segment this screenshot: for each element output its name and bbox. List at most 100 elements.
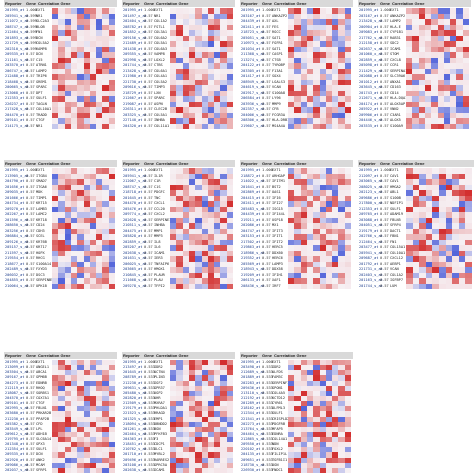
table-row[interactable]: 202766_s_at 0.57 FBN1 — [358, 234, 474, 240]
reporter-id[interactable]: 202123_s_at — [359, 190, 383, 194]
table-row[interactable]: 203167_at 0.57 ANKAZP2 — [240, 14, 353, 20]
reporter-id[interactable]: 209906_at — [359, 112, 379, 117]
table-row[interactable]: 213274_s_at 0.57 CTSB — [240, 58, 353, 64]
reporter-id[interactable]: 219554_at — [5, 256, 25, 260]
reporter-id[interactable]: 201852_x_at — [123, 30, 147, 34]
table-row[interactable]: 205941_s_at 0.599 NR1 — [4, 14, 117, 20]
table-row[interactable]: 204320_at 0.57 COL11A1 — [122, 124, 235, 130]
table-row[interactable]: 210511_s_at 0.57 INHBA — [122, 223, 235, 229]
reporter-id[interactable]: 205483_s_at — [241, 206, 265, 211]
reporter-id[interactable]: 200665_s_at — [5, 85, 29, 89]
reporter-id[interactable]: 211161_s_at — [5, 57, 29, 62]
table-row[interactable]: 203153_at 0.57 IFIT1 — [240, 234, 353, 240]
reporter-id[interactable]: 204790_at — [5, 179, 25, 183]
reporter-id[interactable]: 217428_s_at — [5, 107, 29, 111]
table-row[interactable]: 219211_at 0.57 USP18 — [240, 218, 353, 224]
table-row[interactable]: 209687_at 0.57 CXCL12 — [358, 256, 474, 262]
table-row[interactable]: 209126_x_at 0.57 KRT6B — [4, 240, 117, 246]
reporter-id[interactable]: 208436_s_at — [241, 283, 265, 288]
reporter-id[interactable]: 208747_x_at — [5, 24, 29, 29]
reporter-id[interactable]: 201995_at — [241, 168, 261, 172]
reporter-id[interactable]: 201645_at — [123, 195, 143, 200]
table-row[interactable]: 209906_at 0.57 C3AR1 — [358, 113, 471, 119]
table-row[interactable]: 202403_s_at 0.57 COL1A2 — [358, 273, 474, 279]
table-row[interactable]: 212489_at 0.57 COL5A1 — [122, 41, 235, 47]
reporter-id[interactable]: 202859_x_at — [359, 57, 383, 62]
reporter-id[interactable]: 202404_s_at — [123, 19, 147, 23]
table-row[interactable]: 206747_x_at 0.57 LAMP2 — [4, 69, 117, 75]
table-row[interactable]: 202628_s_at 0.57 SERPINE1 — [122, 218, 235, 224]
table-row[interactable]: 218468_s_at 0.57 GREM1 — [4, 80, 117, 86]
table-row[interactable]: 205941_s_at 0.57 IL1R — [122, 174, 235, 180]
table-row[interactable]: 217800_s_at 0.57 NDFIP1 — [358, 201, 474, 207]
reporter-id[interactable]: 205157_s_at — [5, 245, 29, 249]
reporter-id[interactable]: 209083_at — [359, 30, 379, 34]
table-row[interactable]: 212667_at 0.57 SPARC — [122, 96, 235, 102]
reporter-id[interactable]: 212667_at — [123, 96, 143, 100]
table-row[interactable]: 212158_at 0.57 SDC2 — [358, 41, 471, 47]
table-row[interactable]: 209355_s_at 0.57 VAMP8 — [122, 52, 235, 58]
reporter-id[interactable]: 208306_x_at — [241, 118, 265, 122]
reporter-id[interactable]: 203167_at — [241, 13, 261, 18]
table-row[interactable]: 201641_at 0.57 BST2 — [240, 185, 353, 191]
reporter-id[interactable]: 204006_s_at — [241, 112, 265, 117]
reporter-id[interactable]: 203256_at — [5, 228, 25, 233]
reporter-id[interactable]: 204747_at — [241, 228, 261, 233]
table-row[interactable]: 201893_x_at 0.599 DCN — [4, 36, 117, 42]
reporter-id[interactable]: 201893_x_at — [5, 35, 29, 40]
reporter-id[interactable]: 219863_at — [241, 245, 261, 249]
reporter-id[interactable]: 204122_at — [241, 63, 261, 67]
table-row[interactable]: 201995_at 1.000 EXT1 — [358, 168, 474, 174]
table-row[interactable]: 202123_s_at 0.57 ABL1 — [358, 190, 474, 196]
reporter-id[interactable]: 201641_at — [241, 184, 261, 189]
reporter-id[interactable]: 212464_s_at — [5, 30, 29, 34]
reporter-id[interactable]: 210845_s_at — [123, 272, 147, 277]
table-row[interactable]: 204122_at 0.57 TYROBP — [240, 63, 353, 69]
table-row[interactable]: 206133_at 0.57 XAF1 — [240, 278, 353, 284]
reporter-id[interactable]: 203570_at — [5, 63, 25, 67]
table-row[interactable]: 202859_x_at 0.57 IL8 — [122, 240, 235, 246]
table-row[interactable]: 202998_s_at 0.57 LOXL2 — [122, 58, 235, 64]
table-row[interactable]: 202411_at 0.57 IFI27 — [240, 201, 353, 207]
reporter-id[interactable]: 201995_at — [123, 8, 143, 12]
reporter-id[interactable]: 201438_at — [123, 46, 143, 51]
reporter-id[interactable]: 201666_at — [5, 195, 25, 200]
reporter-id[interactable]: 202403_s_at — [359, 272, 383, 277]
reporter-id[interactable]: 205476_at — [123, 206, 143, 211]
table-row[interactable]: 205207_at 0.57 IL6 — [122, 245, 235, 251]
reporter-id[interactable]: 202766_s_at — [359, 234, 383, 238]
reporter-id[interactable]: 213905_x_at — [5, 173, 29, 178]
table-row[interactable]: 212097_at 0.57 CAV1 — [358, 174, 474, 180]
table-row[interactable]: 206025_s_at 0.57 TNFAIP6 — [122, 262, 235, 268]
reporter-id[interactable]: 213274_s_at — [241, 57, 265, 62]
table-row[interactable]: 208747_x_at 0.599 BLOB — [4, 25, 117, 31]
table-row[interactable]: 219179_at 0.57 DACT1 — [358, 229, 474, 235]
reporter-id[interactable]: 201631_s_at — [123, 256, 147, 260]
table-row[interactable]: 201995_at 1.000 EXT1 — [358, 8, 471, 14]
reporter-id[interactable]: 205828_at — [123, 234, 143, 238]
reporter-id[interactable]: 211429_s_at — [359, 68, 383, 73]
reporter-id[interactable]: 221729_s_at — [5, 41, 29, 45]
table-row[interactable]: 217502_at 0.57 IFIT2 — [240, 240, 353, 246]
table-row[interactable]: 208782_at 0.57 FSTL1 — [122, 25, 235, 31]
reporter-id[interactable]: 218872_at — [241, 173, 261, 178]
reporter-id[interactable]: 202267_at — [5, 212, 25, 216]
table-row[interactable]: 227140_at 0.57 INHBA — [122, 118, 235, 124]
table-row[interactable]: 201666_at 0.57 TIMP1 — [4, 196, 117, 202]
reporter-id[interactable]: 205569_at — [241, 261, 261, 266]
reporter-id[interactable]: 206032_at — [5, 272, 25, 277]
reporter-id[interactable]: 201792_at — [359, 261, 379, 266]
table-row[interactable]: 208949_s_at 0.57 LGALS3 — [240, 80, 353, 86]
table-row[interactable]: 218718_at 0.57 PDGFC — [122, 190, 235, 196]
table-row[interactable]: 208436_s_at 0.57 IRF7 — [240, 284, 353, 290]
reporter-id[interactable]: 209774_x_at — [123, 212, 147, 216]
reporter-id[interactable]: 203535_at — [359, 123, 379, 128]
reporter-id[interactable]: 218723_s_at — [241, 30, 265, 34]
table-row[interactable]: 202411_at 0.57 FES — [240, 25, 353, 31]
table-row[interactable]: 202086_at 0.57 MX1 — [240, 223, 353, 229]
reporter-id[interactable]: 201995_at — [123, 168, 143, 172]
reporter-id[interactable]: 212464_s_at — [359, 239, 383, 244]
table-row[interactable]: 214022_s_at 0.57 IFITM1 — [240, 179, 353, 185]
table-row[interactable]: 211597_s_at 0.57 HOPX — [4, 251, 117, 257]
reporter-id[interactable]: 209616_s_at — [123, 85, 147, 89]
